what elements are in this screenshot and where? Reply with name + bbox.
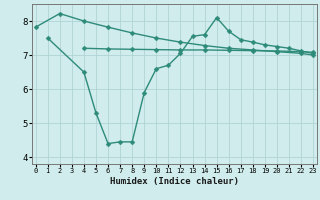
X-axis label: Humidex (Indice chaleur): Humidex (Indice chaleur) xyxy=(110,177,239,186)
